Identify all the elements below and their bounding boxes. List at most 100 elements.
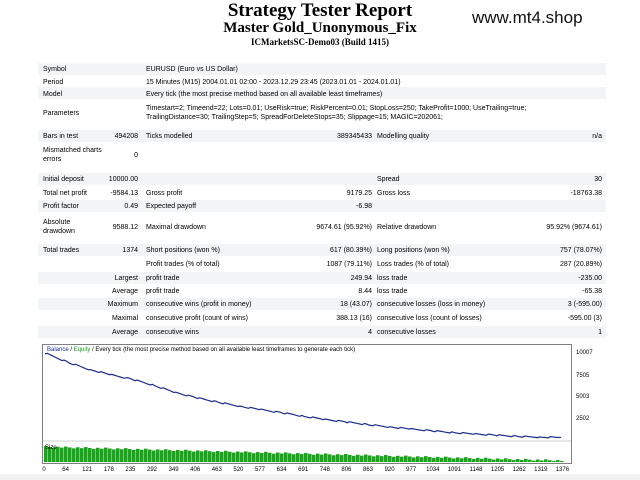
x-label: 1319 bbox=[534, 467, 548, 473]
volume-bar bbox=[80, 448, 84, 462]
server-info: ICMarketsSC-Demo03 (Build 1415) bbox=[251, 37, 389, 47]
volume-bar bbox=[392, 456, 396, 462]
volume-bar bbox=[64, 446, 68, 462]
model-label: Model bbox=[43, 91, 63, 98]
volume-bar bbox=[108, 448, 112, 462]
volume-bar bbox=[344, 454, 348, 462]
volume-bar bbox=[216, 450, 220, 462]
volume-bar bbox=[208, 451, 212, 462]
volume-bar bbox=[544, 459, 548, 462]
volume-bar bbox=[468, 458, 472, 462]
volume-bar bbox=[488, 458, 492, 462]
reldd-label: Relative drawdown bbox=[377, 224, 437, 231]
payoff-value: -6.98 bbox=[356, 203, 372, 210]
parameters-label: Parameters bbox=[43, 110, 80, 117]
grossloss-label: Gross loss bbox=[377, 190, 411, 197]
volume-bar bbox=[440, 457, 444, 462]
volume-bar bbox=[332, 455, 336, 462]
period-value: 15 Minutes (M15) 2004.01.01 02:00 - 2023… bbox=[146, 79, 401, 86]
max-wins-label: consecutive wins (profit in money) bbox=[146, 301, 252, 308]
long-label: Long positions (won %) bbox=[377, 247, 450, 254]
average-label: Average bbox=[112, 288, 138, 295]
volume-bar bbox=[68, 447, 72, 462]
symbol-value: EURUSD (Euro vs US Dollar) bbox=[146, 66, 238, 73]
quality-value: n/a bbox=[592, 133, 602, 140]
expert-name: Master Gold_Unonymous_Fix bbox=[223, 20, 417, 36]
mismatch-label-2: errors bbox=[43, 156, 62, 163]
row-bg-average bbox=[38, 326, 606, 338]
size-label: Size bbox=[45, 445, 57, 451]
volume-bar bbox=[472, 459, 476, 462]
volume-bar bbox=[372, 456, 376, 462]
x-label: 64 bbox=[62, 467, 69, 473]
average-loss-label: loss trade bbox=[377, 288, 408, 295]
max-wins-value: 18 (43.07) bbox=[340, 301, 372, 308]
absdd-value: 9588.12 bbox=[112, 224, 138, 231]
volume-bar bbox=[556, 460, 560, 462]
x-label: 748 bbox=[319, 467, 330, 473]
average-profit-value: 8.44 bbox=[358, 288, 372, 295]
x-label: 577 bbox=[254, 467, 265, 473]
volume-bar bbox=[96, 447, 100, 462]
pf-label: Profit factor bbox=[43, 203, 79, 210]
volume-bar bbox=[140, 449, 144, 462]
y-label-1: 7505 bbox=[576, 373, 590, 379]
grossloss-value: -18763.38 bbox=[570, 190, 602, 197]
volume-bar bbox=[444, 456, 448, 462]
volume-bar bbox=[284, 452, 288, 462]
volume-bar bbox=[388, 455, 392, 462]
volume-bar bbox=[316, 453, 320, 462]
volume-bar bbox=[296, 453, 300, 462]
payoff-label: Expected payoff bbox=[146, 203, 197, 210]
mismatch-label-1: Mismatched charts bbox=[43, 147, 102, 154]
volume-bar bbox=[168, 450, 172, 462]
volume-bar bbox=[236, 451, 240, 462]
x-label: 1148 bbox=[469, 467, 483, 473]
volume-bar bbox=[292, 454, 296, 462]
y-label-3: 2502 bbox=[576, 416, 590, 422]
x-label: 520 bbox=[233, 467, 244, 473]
row-bg-bars bbox=[38, 130, 606, 142]
ticks-label: Ticks modelled bbox=[146, 133, 193, 140]
parameters-line2: TrailingDistance=30; TrailingStep=5; Spr… bbox=[146, 114, 443, 121]
average-consec-label: Average bbox=[112, 329, 138, 336]
volume-bar bbox=[520, 459, 524, 462]
volume-bar bbox=[312, 454, 316, 462]
volume-bar bbox=[376, 455, 380, 462]
mismatch-value: 0 bbox=[134, 152, 138, 159]
avg-losses-value: 1 bbox=[598, 329, 602, 336]
volume-bar bbox=[188, 450, 192, 462]
x-label: 1376 bbox=[555, 467, 570, 473]
short-label: Short positions (won %) bbox=[146, 247, 220, 254]
volume-bar bbox=[404, 455, 408, 462]
volume-bar bbox=[200, 451, 204, 462]
maxdd-value: 9674.61 (95.92%) bbox=[316, 224, 372, 231]
volume-bar bbox=[456, 457, 460, 462]
volume-bar bbox=[224, 450, 228, 462]
volume-bar bbox=[248, 452, 252, 462]
trades-value: 1374 bbox=[122, 247, 138, 254]
volume-bar bbox=[360, 455, 364, 462]
legend-balance: Balance bbox=[47, 347, 69, 353]
volume-bar bbox=[88, 447, 92, 462]
maximal-loss-label: consecutive loss (count of losses) bbox=[377, 315, 482, 322]
bottom-strip bbox=[0, 474, 640, 480]
largest-loss-value: -235.00 bbox=[578, 275, 602, 282]
volume-bar bbox=[400, 456, 404, 462]
symbol-label: Symbol bbox=[43, 66, 67, 73]
volume-bar bbox=[244, 451, 248, 462]
y-label-0: 10007 bbox=[576, 350, 593, 356]
volume-bar bbox=[48, 446, 52, 462]
volume-bar bbox=[136, 448, 140, 462]
volume-bar bbox=[384, 455, 388, 462]
y-label-2: 5003 bbox=[576, 394, 590, 400]
profittrades-label: Profit trades (% of total) bbox=[146, 261, 220, 268]
volume-bar bbox=[260, 452, 264, 462]
balance-line bbox=[44, 352, 562, 439]
volume-bar bbox=[524, 458, 528, 462]
x-label: 463 bbox=[211, 467, 222, 473]
spread-value: 30 bbox=[594, 176, 602, 183]
maximal-profit-label: consecutive profit (count of wins) bbox=[146, 315, 248, 322]
volume-bar bbox=[408, 456, 412, 462]
volume-bar bbox=[84, 447, 88, 462]
